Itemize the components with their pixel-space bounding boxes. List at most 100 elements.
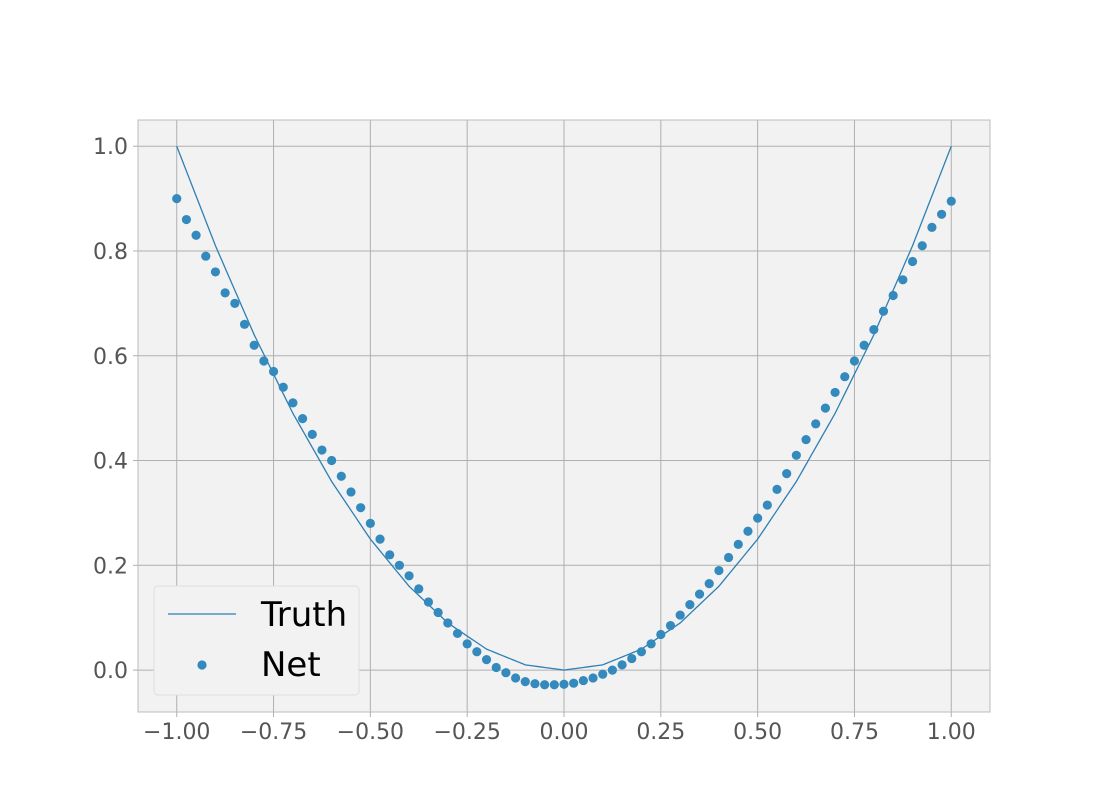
net-point: [336, 471, 346, 481]
net-point: [791, 450, 801, 460]
tick-labels: −1.00 −0.75 −0.50 −0.25 0.00 0.25 0.50 0.75 1.00…: [93, 135, 976, 745]
net-point: [307, 429, 317, 439]
net-point: [733, 539, 743, 549]
net-point: [714, 565, 724, 576]
net-point: [743, 526, 753, 536]
x-tick-label: 1.00: [927, 720, 976, 745]
net-point: [375, 534, 385, 544]
y-tick-label: 0.8: [93, 240, 128, 265]
series-line-truth: [176, 145, 952, 671]
net-point: [772, 484, 782, 494]
net-point: [404, 571, 414, 581]
net-point: [840, 372, 850, 382]
net-point: [510, 673, 521, 683]
net-point: [172, 193, 182, 204]
net-point: [365, 518, 375, 529]
net-point: [452, 628, 463, 639]
net-point: [394, 560, 405, 570]
net-point: [191, 230, 201, 240]
net-point: [694, 589, 705, 599]
net-point: [762, 500, 772, 510]
x-tick-label: 0.50: [733, 720, 782, 745]
net-point: [472, 647, 482, 657]
net-point: [462, 639, 472, 649]
net-point: [491, 662, 501, 673]
net-point: [811, 419, 821, 429]
net-point: [259, 356, 269, 366]
y-tick-label: 0.6: [93, 345, 128, 370]
net-point: [607, 665, 618, 675]
legend-net-label: Net: [261, 645, 321, 685]
net-point: [936, 209, 947, 219]
net-point: [723, 552, 734, 563]
net-point: [820, 403, 831, 413]
net-point: [481, 655, 492, 665]
net-point: [878, 306, 889, 316]
net-point: [627, 653, 637, 664]
net-point: [636, 647, 647, 657]
net-point: [297, 414, 308, 424]
net-point: [559, 679, 569, 689]
net-point: [907, 256, 918, 267]
net-point: [423, 597, 434, 607]
series-layer: [172, 145, 956, 690]
net-point: [220, 288, 230, 298]
net-point: [927, 222, 937, 232]
net-point: [869, 324, 879, 335]
x-tick-label: −0.50: [337, 720, 404, 745]
net-point: [665, 620, 676, 631]
net-point: [346, 487, 356, 497]
net-point: [704, 579, 714, 589]
net-point: [656, 629, 666, 640]
net-point: [239, 319, 250, 329]
net-point: [201, 251, 211, 261]
legend: Truth Net: [153, 585, 360, 696]
y-tick-label: 0.2: [93, 554, 128, 579]
net-point: [181, 214, 192, 225]
net-point: [685, 600, 695, 610]
x-tick-label: 0.00: [540, 720, 589, 745]
x-tick-label: 0.75: [830, 720, 879, 745]
net-point: [578, 675, 588, 686]
net-point: [753, 513, 763, 523]
net-point: [588, 673, 598, 683]
net-point: [268, 366, 279, 377]
net-point: [917, 241, 927, 251]
y-tick-label: 0.4: [93, 450, 128, 475]
net-point: [898, 275, 908, 285]
net-point: [327, 455, 337, 466]
net-point: [230, 298, 240, 308]
legend-net-swatch: [197, 660, 207, 670]
net-point: [782, 469, 792, 479]
net-point: [617, 660, 627, 670]
net-point: [210, 267, 221, 277]
x-tick-label: −0.75: [240, 720, 307, 745]
net-point: [433, 607, 443, 618]
net-point: [946, 196, 956, 206]
x-tick-label: 0.25: [636, 720, 685, 745]
net-point: [249, 340, 259, 350]
net-point: [356, 503, 366, 513]
net-point: [675, 610, 685, 620]
y-tick-label: 0.0: [93, 659, 128, 684]
net-point: [801, 434, 811, 445]
net-point: [549, 680, 559, 690]
net-point: [530, 679, 540, 689]
x-tick-label: −1.00: [143, 720, 210, 745]
net-point: [646, 639, 656, 649]
y-tick-label: 1.0: [93, 135, 128, 160]
net-point: [849, 356, 860, 366]
net-point: [278, 382, 288, 392]
net-point: [830, 387, 840, 398]
net-point: [501, 668, 511, 678]
net-point: [414, 584, 424, 594]
net-point: [288, 398, 298, 408]
net-point: [317, 445, 327, 455]
net-point: [443, 618, 453, 628]
net-point: [520, 677, 530, 687]
net-point: [888, 290, 898, 301]
x-tick-label: −0.25: [433, 720, 500, 745]
net-point: [385, 550, 395, 560]
net-point: [540, 680, 550, 690]
